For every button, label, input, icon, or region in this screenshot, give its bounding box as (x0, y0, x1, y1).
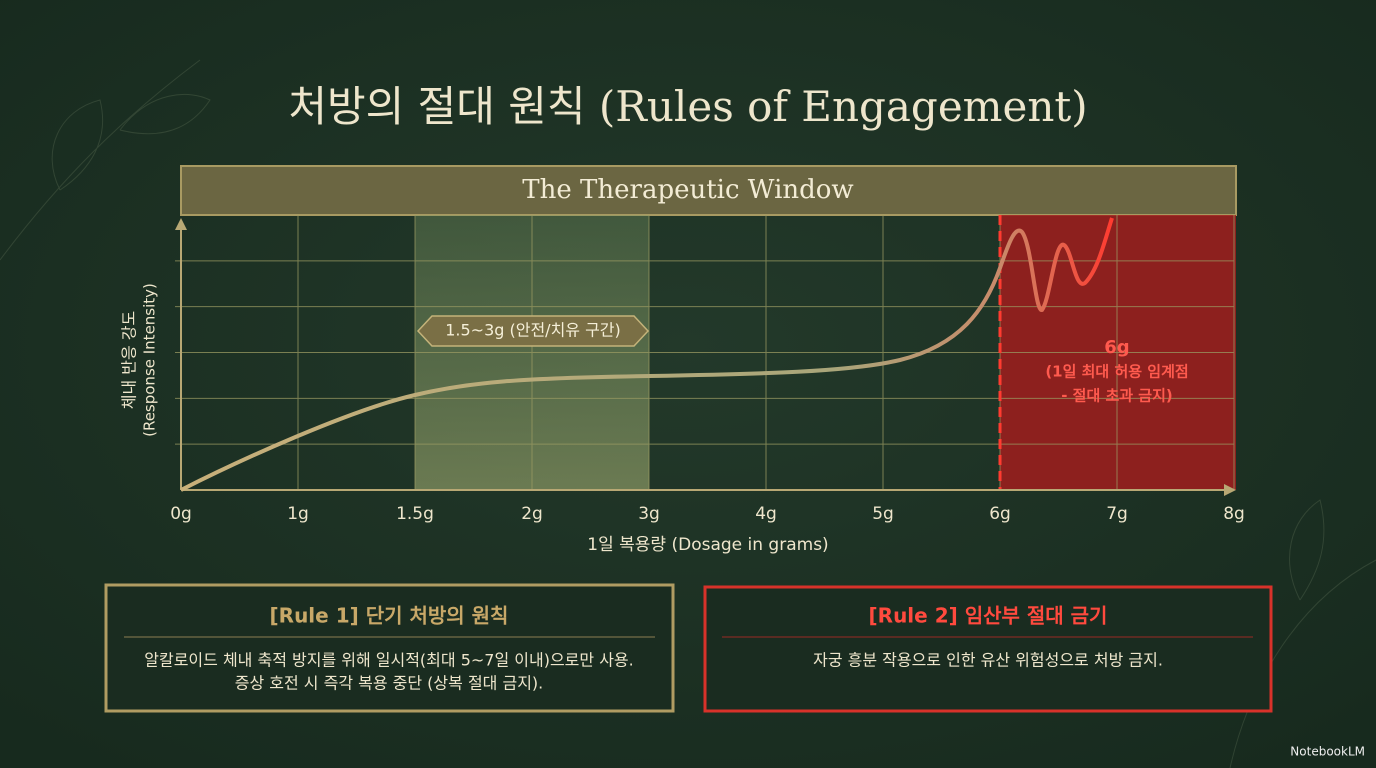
x-tick-label: 2g (521, 504, 543, 524)
safe-zone-label: 1.5~3g (안전/치유 구간) (445, 321, 621, 340)
x-tick-label: 3g (638, 504, 660, 524)
x-tick-label: 5g (872, 504, 894, 524)
x-tick-label: 0g (170, 504, 192, 524)
chart-header-band (180, 165, 1237, 216)
safe-zone-badge (416, 315, 650, 347)
x-tick-label: 1.5g (396, 504, 434, 524)
rule-title: [Rule 1] 단기 처방의 원칙 (270, 604, 509, 628)
y-axis-label: 체내 반응 강도 (120, 311, 139, 410)
response-curve (180, 217, 1114, 492)
watermark: NotebookLM (1290, 745, 1365, 759)
leaf-decoration (0, 59, 1376, 768)
rule-title: [Rule 2] 임산부 절대 금기 (869, 604, 1108, 628)
x-tick-label: 6g (989, 504, 1011, 524)
limit-annotation: 6g (1104, 337, 1129, 358)
x-ticks: 0g 1g 1.5g 2g 3g 4g 5g 6g 7g 8g (170, 504, 1245, 524)
rule-card (104, 583, 675, 713)
x-axis-arrow (1224, 484, 1236, 496)
rule-card (703, 585, 1273, 713)
rule-text: 알칼로이드 체내 축적 방지를 위해 일시적(최대 5~7일 이내)으로만 사용… (144, 651, 633, 670)
x-axis-label: 1일 복용량 (Dosage in grams) (587, 535, 828, 555)
x-tick-label: 1g (287, 504, 309, 524)
chart-header: The Therapeutic Window (522, 175, 853, 205)
rule-text: 증상 호전 시 즉각 복용 중단 (상복 절대 금지). (235, 674, 544, 693)
limit-annotation: (1일 최대 허용 임계점 (1045, 363, 1188, 381)
y-axis-label: (Response Intensity) (141, 283, 159, 437)
x-tick-label: 4g (755, 504, 777, 524)
x-tick-label: 7g (1106, 504, 1128, 524)
rule-text: 자궁 흥분 작용으로 인한 유산 위험성으로 처방 금지. (813, 651, 1163, 670)
title: 처방의 절대 원칙 (Rules of Engagement) (288, 82, 1087, 131)
y-axis-arrow (175, 218, 187, 230)
x-tick-label: 8g (1223, 504, 1245, 524)
limit-annotation: - 절대 초과 금지) (1061, 387, 1173, 405)
grid (175, 215, 1235, 490)
